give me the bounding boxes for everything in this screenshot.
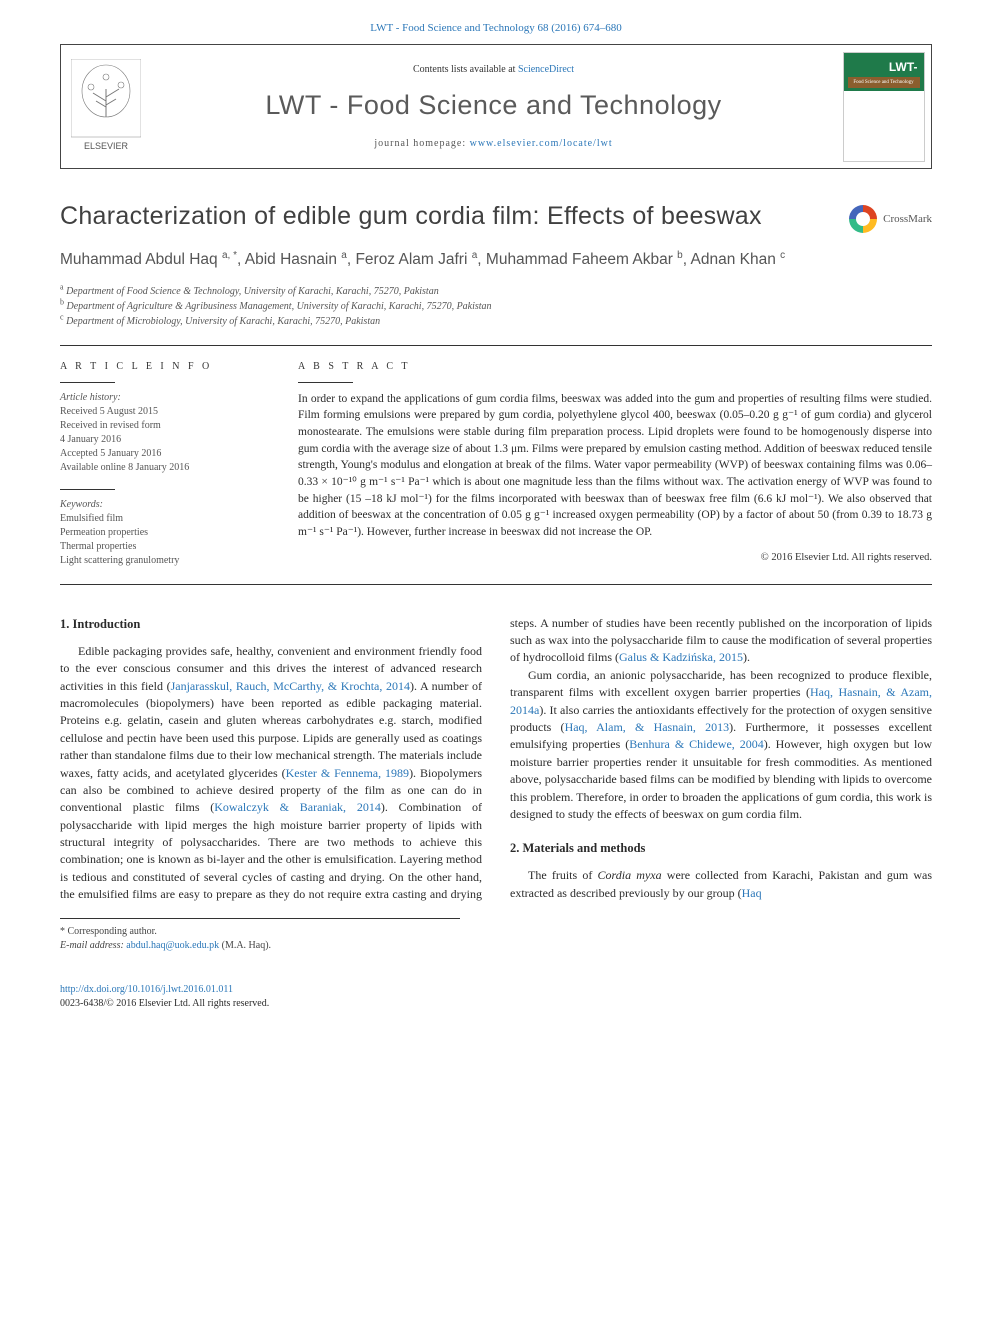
header-center: Contents lists available at ScienceDirec… — [151, 45, 836, 168]
doi-link[interactable]: http://dx.doi.org/10.1016/j.lwt.2016.01.… — [60, 984, 233, 995]
article-title: Characterization of edible gum cordia fi… — [60, 199, 932, 234]
ref-link-4[interactable]: Galus & Kadzińska, 2015 — [619, 650, 743, 664]
journal-name: LWT - Food Science and Technology — [265, 87, 721, 125]
issn-copyright: 0023-6438/© 2016 Elsevier Ltd. All right… — [60, 998, 269, 1009]
corr-email-link[interactable]: abdul.haq@uok.edu.pk — [126, 940, 219, 951]
article-info-rule — [60, 382, 115, 383]
affil-b: b Department of Agriculture & Agribusine… — [60, 299, 932, 314]
rule-above-abstract — [60, 345, 932, 346]
keywords-label: Keywords: — [60, 498, 270, 512]
doi-block: http://dx.doi.org/10.1016/j.lwt.2016.01.… — [60, 983, 932, 1011]
history-accepted: Accepted 5 January 2016 — [60, 447, 270, 461]
keyword-1: Emulsified film — [60, 512, 270, 526]
sciencedirect-link[interactable]: ScienceDirect — [518, 64, 574, 75]
article-info-column: A R T I C L E I N F O Article history: R… — [60, 360, 270, 568]
ref-link-2[interactable]: Kester & Fennema, 1989 — [286, 766, 409, 780]
contents-prefix: Contents lists available at — [413, 64, 518, 75]
ref-link-1[interactable]: Janjarasskul, Rauch, McCarthy, & Krochta… — [171, 679, 410, 693]
abstract-heading: A B S T R A C T — [298, 360, 932, 374]
history-received: Received 5 August 2015 — [60, 405, 270, 419]
ref-link-3[interactable]: Kowalczyk & Baraniak, 2014 — [214, 800, 381, 814]
keyword-3: Thermal properties — [60, 540, 270, 554]
intro-heading: 1. Introduction — [60, 615, 482, 633]
affiliations: a Department of Food Science & Technolog… — [60, 284, 932, 329]
crossmark-label: CrossMark — [883, 212, 932, 227]
journal-cover-thumb — [836, 45, 931, 168]
corr-author-label: * Corresponding author. — [60, 925, 460, 939]
ref-link-7[interactable]: Benhura & Chidewe, 2004 — [629, 737, 764, 751]
contents-line: Contents lists available at ScienceDirec… — [413, 63, 574, 77]
journal-header: ELSEVIER Contents lists available at Sci… — [60, 44, 932, 169]
cover-image — [843, 52, 925, 162]
keyword-4: Light scattering granulometry — [60, 554, 270, 568]
species-name: Cordia myxa — [598, 868, 662, 882]
top-citation-link[interactable]: LWT - Food Science and Technology 68 (20… — [370, 22, 622, 34]
history-revised-label: Received in revised form — [60, 419, 270, 433]
author-list: Muhammad Abdul Haq a, *, Abid Hasnain a,… — [60, 248, 932, 271]
affil-a: a Department of Food Science & Technolog… — [60, 284, 932, 299]
abstract-column: A B S T R A C T In order to expand the a… — [298, 360, 932, 568]
methods-para-1: The fruits of Cordia myxa were collected… — [510, 867, 932, 902]
crossmark-icon — [849, 205, 877, 233]
body-two-column: 1. Introduction Edible packaging provide… — [60, 615, 932, 904]
history-revised-date: 4 January 2016 — [60, 433, 270, 447]
corr-email-line: E-mail address: abdul.haq@uok.edu.pk (M.… — [60, 939, 460, 953]
ref-link-8[interactable]: Haq — [742, 886, 762, 900]
intro-para-2: Gum cordia, an anionic polysaccharide, h… — [510, 667, 932, 824]
affil-c: c Department of Microbiology, University… — [60, 314, 932, 329]
elsevier-tree-icon: ELSEVIER — [71, 59, 141, 154]
keywords-rule — [60, 489, 115, 490]
journal-homepage-link[interactable]: www.elsevier.com/locate/lwt — [470, 138, 613, 149]
history-label: Article history: — [60, 391, 270, 405]
top-citation-line: LWT - Food Science and Technology 68 (20… — [0, 0, 992, 44]
keyword-2: Permeation properties — [60, 526, 270, 540]
homepage-prefix: journal homepage: — [374, 138, 469, 149]
publisher-name: ELSEVIER — [84, 141, 129, 151]
corresponding-footer: * Corresponding author. E-mail address: … — [60, 918, 460, 953]
methods-heading: 2. Materials and methods — [510, 839, 932, 857]
ref-link-6[interactable]: Haq, Alam, & Hasnain, 2013 — [565, 720, 730, 734]
abstract-rule — [298, 382, 353, 383]
article-info-heading: A R T I C L E I N F O — [60, 360, 270, 374]
abstract-text: In order to expand the applications of g… — [298, 391, 932, 541]
journal-homepage-line: journal homepage: www.elsevier.com/locat… — [374, 137, 612, 151]
abstract-copyright: © 2016 Elsevier Ltd. All rights reserved… — [298, 551, 932, 566]
email-suffix: (M.A. Haq). — [219, 940, 271, 951]
email-prefix: E-mail address: — [60, 940, 126, 951]
history-online: Available online 8 January 2016 — [60, 461, 270, 475]
crossmark-badge[interactable]: CrossMark — [849, 205, 932, 233]
publisher-logo: ELSEVIER — [61, 45, 151, 168]
